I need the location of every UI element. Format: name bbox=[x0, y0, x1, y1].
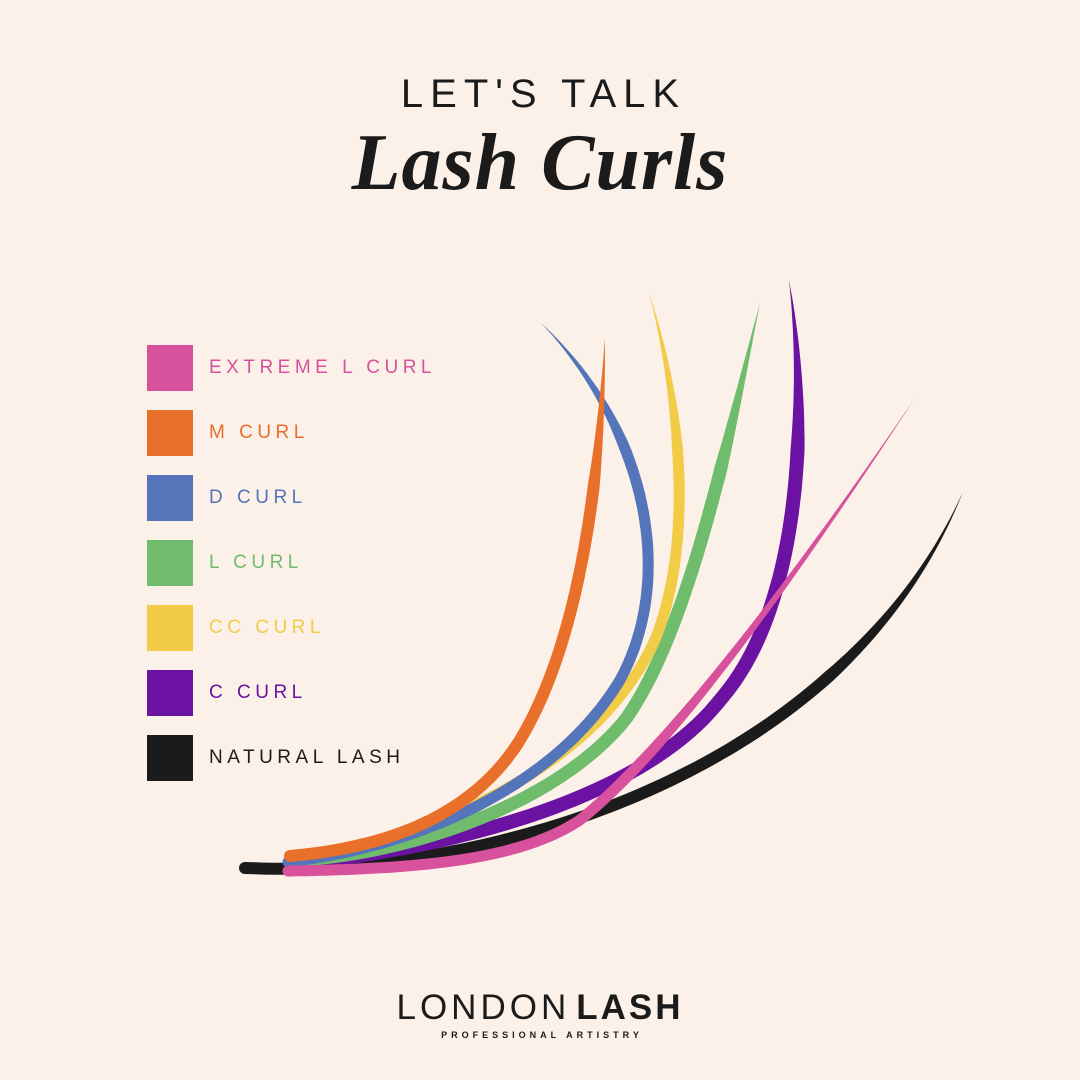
legend-color-swatch bbox=[147, 410, 193, 456]
legend-label: D CURL bbox=[209, 487, 307, 508]
legend-color-swatch bbox=[147, 735, 193, 781]
legend-label: M CURL bbox=[209, 422, 309, 443]
legend-item: M CURL bbox=[147, 410, 436, 456]
legend-color-swatch bbox=[147, 475, 193, 521]
footer: LONDON LASH PROFESSIONAL ARTISTRY bbox=[0, 990, 1080, 1080]
brand-word-london: LONDON bbox=[396, 988, 571, 1027]
legend-label: CC CURL bbox=[209, 617, 325, 638]
legend-item: NATURAL LASH bbox=[147, 735, 436, 781]
legend-label: EXTREME L CURL bbox=[209, 357, 436, 378]
lash-curve-base-cap-extreme-l-curl bbox=[282, 865, 294, 877]
legend-color-swatch bbox=[147, 605, 193, 651]
lash-curve-base-cap-natural-lash bbox=[239, 862, 251, 874]
page-title: Lash Curls bbox=[351, 119, 729, 207]
lash-curve-m-curl bbox=[289, 338, 605, 862]
legend-label: NATURAL LASH bbox=[209, 747, 405, 768]
legend-label: L CURL bbox=[209, 552, 303, 573]
legend-item: D CURL bbox=[147, 475, 436, 521]
legend-item: L CURL bbox=[147, 540, 436, 586]
brand-word-lash: LASH bbox=[576, 988, 684, 1027]
header: LET'S TALK Lash Curls bbox=[0, 0, 1080, 203]
title-kicker: LET'S TALK bbox=[400, 72, 687, 116]
legend-color-swatch bbox=[147, 540, 193, 586]
legend-label: C CURL bbox=[209, 682, 307, 703]
legend-item: CC CURL bbox=[147, 605, 436, 651]
legend-item: C CURL bbox=[147, 670, 436, 716]
curl-legend: EXTREME L CURL M CURL D CURL L CURL CC C… bbox=[147, 345, 436, 800]
legend-item: EXTREME L CURL bbox=[147, 345, 436, 391]
brand-logo: LONDON LASH bbox=[0, 990, 1080, 1025]
lash-curve-natural-lash bbox=[244, 492, 964, 875]
legend-color-swatch bbox=[147, 345, 193, 391]
lash-curve-base-cap-m-curl bbox=[284, 850, 296, 862]
legend-color-swatch bbox=[147, 670, 193, 716]
brand-tagline: PROFESSIONAL ARTISTRY bbox=[441, 1030, 643, 1040]
